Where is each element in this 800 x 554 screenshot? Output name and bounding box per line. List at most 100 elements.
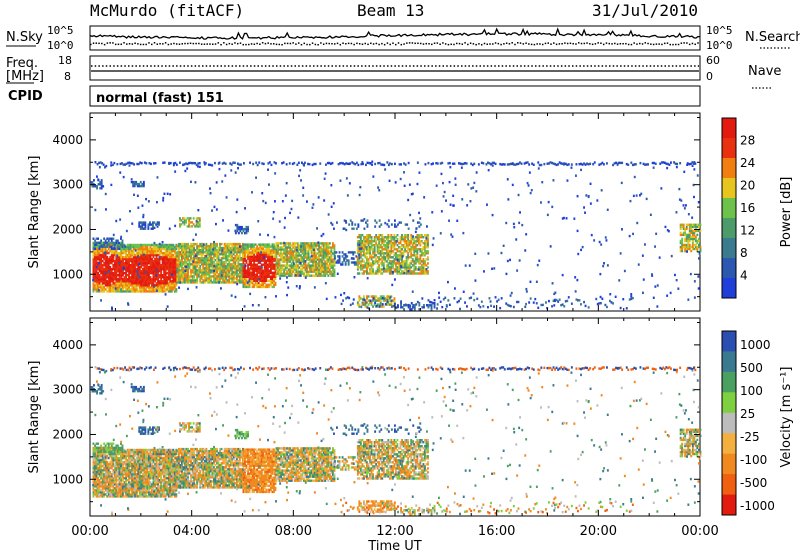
heatmap-cell <box>256 245 259 248</box>
heatmap-cell <box>381 234 384 237</box>
heatmap-cell <box>188 219 190 222</box>
heatmap-cell <box>253 285 256 289</box>
heatmap-cell <box>684 231 687 235</box>
heatmap-cell <box>155 272 158 275</box>
heatmap-cell <box>384 268 387 271</box>
heatmap-cell <box>366 264 368 267</box>
heatmap-cell <box>202 271 205 274</box>
heatmap-cell <box>194 271 197 274</box>
heatmap-cell <box>169 268 172 271</box>
heatmap-cell <box>169 284 172 287</box>
heatmap-cell <box>133 193 135 196</box>
heatmap-cell <box>652 166 655 169</box>
heatmap-cell <box>321 268 324 271</box>
heatmap-cell <box>677 287 680 290</box>
heatmap-cell <box>265 261 268 264</box>
heatmap-cell <box>250 273 252 276</box>
heatmap-cell <box>93 185 95 188</box>
heatmap-cell <box>363 252 365 255</box>
heatmap-cell <box>138 274 141 277</box>
heatmap-cell <box>203 246 206 250</box>
heatmap-cell <box>271 265 274 268</box>
heatmap-cell <box>149 247 152 251</box>
noise-search-point <box>522 43 525 45</box>
heatmap-cell <box>122 288 124 291</box>
heatmap-cell <box>112 253 115 257</box>
heatmap-cell <box>120 241 122 245</box>
heatmap-cell <box>176 277 179 280</box>
heatmap-cell <box>163 264 166 267</box>
heatmap-cell <box>238 271 241 274</box>
heatmap-cell <box>289 266 292 269</box>
heatmap-cell <box>191 267 194 270</box>
heatmap-cell <box>106 241 109 244</box>
heatmap-cell <box>240 244 243 248</box>
heatmap-cell <box>366 240 368 243</box>
heatmap-cell <box>292 258 295 261</box>
noise-search-point <box>508 43 511 45</box>
heatmap-cell <box>232 263 235 266</box>
heatmap-cell <box>107 259 110 263</box>
heatmap-cell <box>106 243 109 246</box>
heatmap-cell <box>301 244 304 247</box>
noise-search-point <box>209 43 211 45</box>
heatmap-cell <box>387 258 390 261</box>
heatmap-cell <box>407 246 410 249</box>
noise-search-point <box>356 42 358 45</box>
heatmap-cell <box>319 242 322 245</box>
heatmap-cell <box>254 277 257 280</box>
heatmap-cell <box>407 258 410 261</box>
heatmap-cell <box>306 266 308 269</box>
heatmap-cell <box>188 255 191 258</box>
heatmap-cell <box>161 268 164 271</box>
heatmap-cell <box>696 241 699 245</box>
heatmap-cell <box>238 259 241 262</box>
heatmap-cell <box>225 196 228 199</box>
heatmap-cell <box>388 250 391 253</box>
heatmap-cell <box>222 251 225 254</box>
heatmap-cell <box>216 249 218 252</box>
heatmap-cell <box>202 257 205 260</box>
heatmap-cell <box>323 199 326 202</box>
heatmap-cell <box>175 278 178 281</box>
heatmap-cell <box>188 244 191 248</box>
heatmap-cell <box>565 217 568 220</box>
heatmap-cell <box>223 257 226 260</box>
heatmap-cell <box>194 253 197 256</box>
heatmap-cell <box>373 256 376 259</box>
heatmap-cell <box>191 253 194 256</box>
heatmap-cell <box>142 180 145 184</box>
heatmap-cell <box>561 273 564 277</box>
heatmap-cell <box>106 245 109 248</box>
heatmap-cell <box>148 290 150 293</box>
heatmap-cell <box>546 213 549 217</box>
heatmap-cell <box>277 266 279 269</box>
heatmap-cell <box>369 234 371 237</box>
heatmap-cell <box>187 269 189 272</box>
noise-search-point <box>250 43 253 45</box>
heatmap-cell <box>116 286 119 289</box>
heatmap-cell <box>125 268 127 271</box>
heatmap-cell <box>177 255 180 258</box>
heatmap-cell <box>405 244 408 247</box>
heatmap-cell <box>363 250 365 253</box>
heatmap-cell <box>417 262 420 265</box>
heatmap-cell <box>115 239 118 242</box>
heatmap-cell <box>685 243 688 247</box>
heatmap-cell <box>299 268 302 271</box>
heatmap-cell <box>382 248 385 251</box>
heatmap-cell <box>327 213 330 216</box>
heatmap-cell <box>381 268 384 271</box>
heatmap-cell <box>223 263 226 266</box>
heatmap-cell <box>688 239 691 243</box>
heatmap-cell <box>275 262 278 265</box>
heatmap-cell <box>273 249 275 252</box>
heatmap-cell <box>683 207 686 210</box>
noise-search-point <box>153 42 156 44</box>
heatmap-cell <box>172 278 175 281</box>
heatmap-cell <box>281 272 284 275</box>
heatmap-cell <box>693 168 696 171</box>
heatmap-cell <box>443 190 446 194</box>
heatmap-cell <box>211 269 214 272</box>
heatmap-cell <box>576 229 579 233</box>
